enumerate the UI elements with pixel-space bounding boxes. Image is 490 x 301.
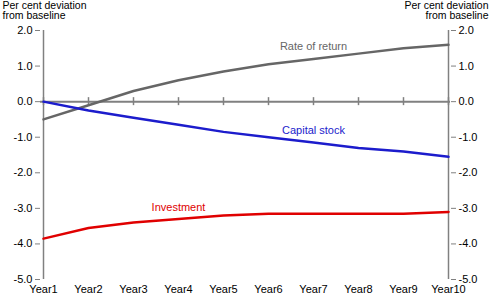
svg-text:-4.0: -4.0 xyxy=(459,237,478,249)
svg-text:Year4: Year4 xyxy=(164,283,192,295)
svg-text:Year8: Year8 xyxy=(344,283,372,295)
svg-text:0.0: 0.0 xyxy=(459,95,474,107)
svg-text:-5.0: -5.0 xyxy=(13,273,33,285)
svg-text:2.0: 2.0 xyxy=(459,24,474,36)
svg-text:-3.0: -3.0 xyxy=(459,202,478,214)
svg-text:2.0: 2.0 xyxy=(17,24,32,36)
svg-text:Investment: Investment xyxy=(152,201,206,213)
svg-text:Capital stock: Capital stock xyxy=(282,124,345,136)
svg-text:Year7: Year7 xyxy=(299,283,327,295)
svg-text:Year9: Year9 xyxy=(389,283,417,295)
svg-text:1.0: 1.0 xyxy=(17,60,32,72)
svg-text:-1.0: -1.0 xyxy=(459,131,478,143)
svg-text:-1.0: -1.0 xyxy=(14,131,33,143)
svg-text:Year10: Year10 xyxy=(431,283,465,295)
svg-text:Year2: Year2 xyxy=(74,283,102,295)
svg-text:Per cent deviationfrom baselin: Per cent deviationfrom baseline xyxy=(3,0,87,21)
svg-text:Year5: Year5 xyxy=(209,283,237,295)
svg-text:0.0: 0.0 xyxy=(17,95,32,107)
svg-text:-2.0: -2.0 xyxy=(14,166,33,178)
svg-text:Per cent deviationfrom baselin: Per cent deviationfrom baseline xyxy=(404,0,488,21)
svg-text:Year6: Year6 xyxy=(254,283,282,295)
svg-text:-5.0: -5.0 xyxy=(458,273,478,285)
svg-text:-4.0: -4.0 xyxy=(14,237,33,249)
svg-text:Year1: Year1 xyxy=(29,283,57,295)
svg-text:1.0: 1.0 xyxy=(459,60,474,72)
svg-text:Rate of return: Rate of return xyxy=(280,40,347,52)
svg-text:Year3: Year3 xyxy=(119,283,147,295)
svg-text:-2.0: -2.0 xyxy=(459,166,478,178)
svg-text:-3.0: -3.0 xyxy=(14,202,33,214)
